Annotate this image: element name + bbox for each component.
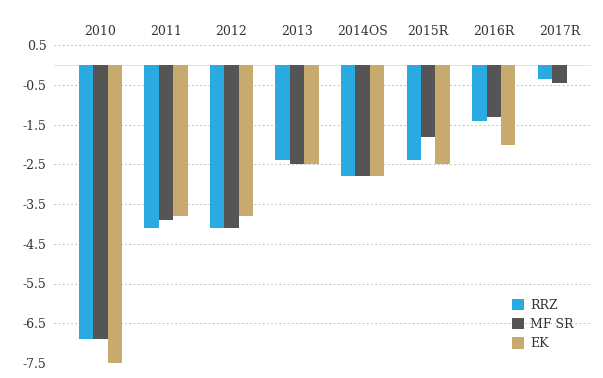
Bar [224, 65, 239, 228]
Bar [538, 65, 552, 79]
Bar [239, 65, 253, 216]
Bar [173, 65, 188, 216]
Bar [290, 65, 305, 164]
Bar [370, 65, 384, 177]
Legend: RRZ, MF SR, EK: RRZ, MF SR, EK [512, 299, 574, 350]
Bar [144, 65, 159, 228]
Bar [305, 65, 318, 164]
Bar [341, 65, 355, 177]
Bar [159, 65, 173, 220]
Bar [355, 65, 370, 177]
Bar [421, 65, 435, 137]
Bar [93, 65, 107, 339]
Bar [276, 65, 290, 161]
Bar [552, 65, 567, 83]
Bar [487, 65, 501, 117]
Bar [435, 65, 450, 164]
Bar [406, 65, 421, 161]
Bar [78, 65, 93, 339]
Bar [501, 65, 516, 145]
Bar [210, 65, 224, 228]
Bar [472, 65, 487, 121]
Bar [107, 65, 122, 363]
